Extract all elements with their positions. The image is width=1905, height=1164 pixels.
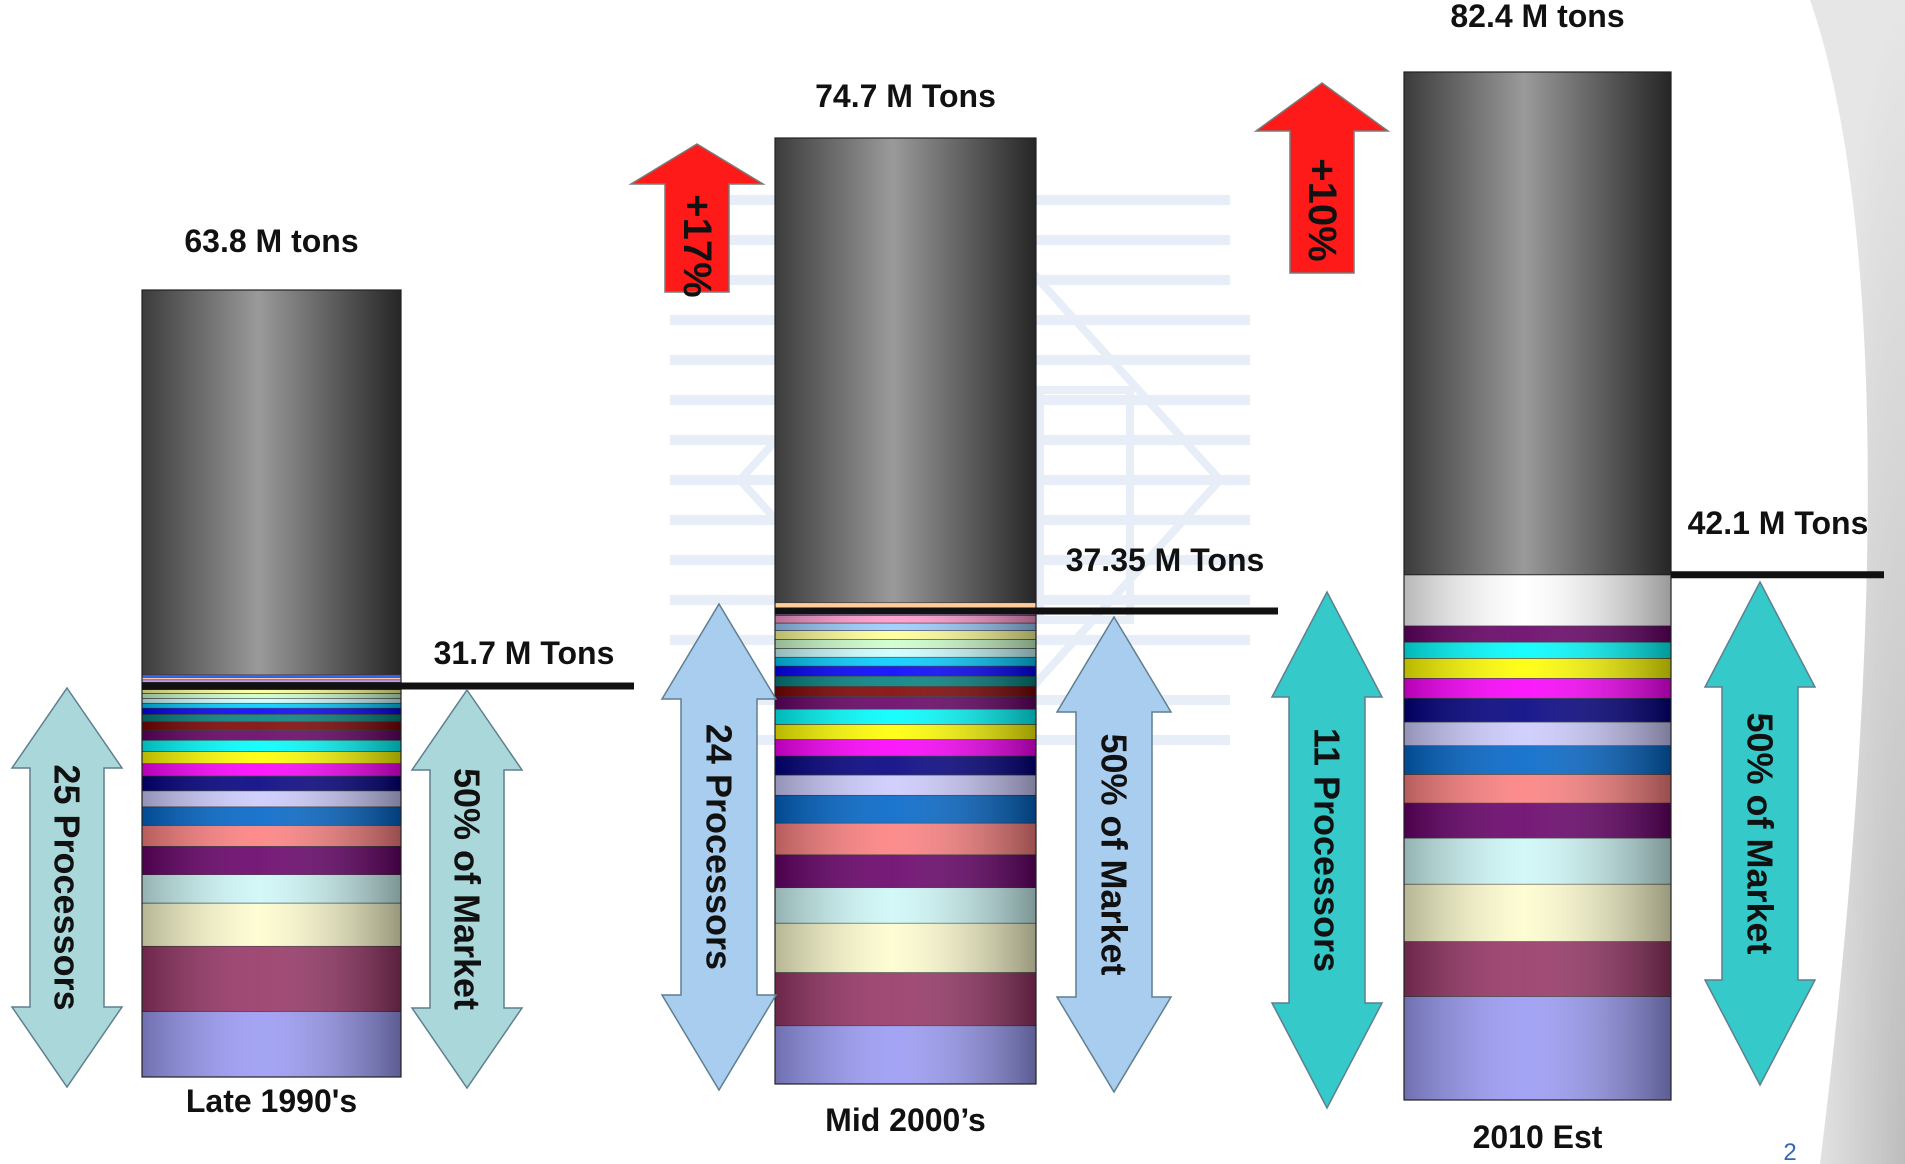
market-share-arrow: 50% of Market [1703,580,1817,1087]
increase-arrow-label: +10% [1300,158,1344,261]
segment-shading [1404,574,1671,1100]
market-share-arrow-shape [1055,615,1173,1094]
bar-segment [141,679,402,683]
total-label: 63.8 M tons [184,223,358,259]
processors-arrow: 11 Processors [1270,590,1384,1110]
bar-segment [141,677,402,681]
period-label: Mid 2000’s [825,1102,986,1138]
page-number: 2 [1783,1139,1796,1164]
stacked-bar-2: 37.35 M Tons 74.7 M Tons Mid 2000’s [774,78,1278,1138]
market-share-arrow: 50% of Market [410,688,524,1090]
bar-remainder [141,289,402,687]
bar-segment [141,674,402,678]
market-share-arrow-label: 50% of Market [1094,733,1135,975]
increase-arrow: +10% [1253,82,1391,274]
increase-arrow: +17% [628,143,766,298]
corner-swoosh [1810,0,1905,1164]
processors-arrow-label: 25 Processors [47,764,88,1010]
threshold-label: 42.1 M Tons [1688,505,1869,541]
market-share-arrow-shape [410,688,524,1090]
increase-arrow-label: +17% [675,194,719,297]
threshold-label: 37.35 M Tons [1066,542,1265,578]
processors-arrow-shape [10,686,124,1089]
increase-arrow-shape [1253,82,1391,274]
processors-arrow: 25 Processors [10,686,124,1089]
processors-arrow: 24 Processors [660,602,778,1092]
processors-arrow-label: 24 Processors [699,724,740,970]
market-share-arrow-shape [1703,580,1817,1087]
threshold-label: 31.7 M Tons [434,635,615,671]
chart-area: 31.7 M Tons 63.8 M tons Late 1990's 25 Proc… [10,0,1884,1155]
stacked-bar-1: 31.7 M Tons 63.8 M tons Late 1990's [141,223,634,1119]
bar-outline [1403,71,1672,1101]
increase-arrow-shape [628,143,766,293]
bar-remainder [1403,71,1672,576]
total-label: 74.7 M Tons [815,78,996,114]
market-share-arrow-label: 50% of Market [447,768,488,1010]
stacked-bar-3: 42.1 M Tons 82.4 M tons 2010 Est [1403,0,1884,1155]
segment-shading [142,685,401,1077]
period-label: Late 1990's [186,1083,357,1119]
processors-arrow-label: 11 Processors [1307,728,1348,972]
total-label: 82.4 M tons [1450,0,1624,34]
processors-arrow-shape [1270,590,1384,1110]
segment-shading [775,611,1036,1084]
period-label: 2010 Est [1473,1119,1603,1155]
bar-remainder [774,137,1037,612]
processors-arrow-shape [660,602,778,1092]
market-share-arrow-label: 50% of Market [1740,712,1781,954]
market-share-arrow: 50% of Market [1055,615,1173,1094]
